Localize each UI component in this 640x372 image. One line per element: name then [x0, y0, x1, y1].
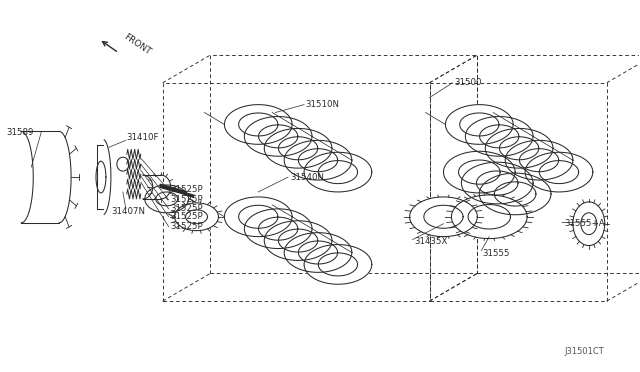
Polygon shape: [264, 221, 332, 260]
Polygon shape: [244, 209, 312, 248]
Polygon shape: [304, 244, 372, 284]
Polygon shape: [465, 116, 533, 156]
Polygon shape: [244, 116, 312, 156]
Text: 31525P: 31525P: [171, 204, 204, 213]
Text: 31525P: 31525P: [171, 212, 204, 221]
Text: 31525P: 31525P: [171, 195, 204, 204]
Text: 31525P: 31525P: [171, 222, 204, 231]
Polygon shape: [461, 162, 533, 204]
Polygon shape: [573, 202, 605, 246]
Polygon shape: [244, 116, 312, 156]
Polygon shape: [264, 221, 332, 260]
Text: 31555: 31555: [483, 249, 510, 258]
Polygon shape: [304, 152, 372, 192]
Polygon shape: [461, 162, 533, 204]
Text: 31407N: 31407N: [111, 207, 145, 216]
Polygon shape: [225, 105, 292, 144]
Polygon shape: [244, 209, 312, 248]
Text: FRONT: FRONT: [122, 32, 152, 57]
Text: 31525P: 31525P: [171, 186, 204, 195]
Polygon shape: [284, 232, 352, 272]
Text: 31500: 31500: [454, 78, 482, 87]
Text: J31501CT: J31501CT: [564, 347, 604, 356]
Polygon shape: [175, 203, 218, 231]
Polygon shape: [465, 116, 533, 156]
Polygon shape: [284, 140, 352, 180]
Polygon shape: [225, 105, 292, 144]
Polygon shape: [525, 152, 593, 192]
Polygon shape: [284, 232, 352, 272]
Polygon shape: [479, 173, 551, 215]
Polygon shape: [445, 105, 513, 144]
Polygon shape: [444, 151, 515, 193]
Polygon shape: [410, 197, 477, 237]
Polygon shape: [264, 128, 332, 168]
Polygon shape: [505, 140, 573, 180]
Polygon shape: [479, 173, 551, 215]
Polygon shape: [304, 152, 372, 192]
Text: 31589: 31589: [6, 128, 34, 137]
Polygon shape: [444, 151, 515, 193]
Polygon shape: [225, 197, 292, 237]
Polygon shape: [264, 128, 332, 168]
Polygon shape: [445, 105, 513, 144]
Text: 31510N: 31510N: [305, 100, 339, 109]
Polygon shape: [225, 197, 292, 237]
Polygon shape: [284, 140, 352, 180]
Polygon shape: [485, 128, 553, 168]
Text: 31410F: 31410F: [127, 133, 159, 142]
Polygon shape: [145, 185, 189, 213]
Polygon shape: [505, 140, 573, 180]
Text: 31435X: 31435X: [415, 237, 448, 246]
Text: 31540N: 31540N: [290, 173, 324, 182]
Polygon shape: [485, 128, 553, 168]
Polygon shape: [304, 244, 372, 284]
Polygon shape: [525, 152, 593, 192]
Text: 31555+A: 31555+A: [564, 219, 605, 228]
Polygon shape: [451, 195, 527, 238]
